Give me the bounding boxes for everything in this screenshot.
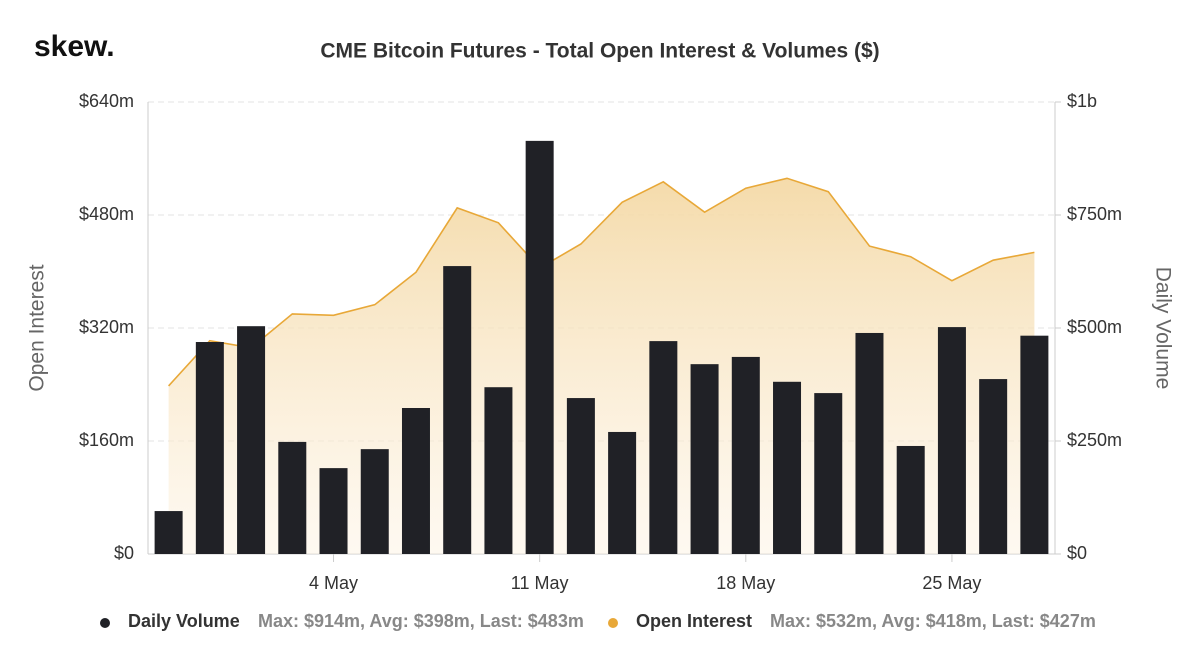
- y-tick-label: $320m: [79, 317, 134, 337]
- bar: [443, 266, 472, 554]
- y-tick-label: $160m: [79, 430, 134, 450]
- x-tick-label: 11 May: [511, 573, 569, 593]
- legend-marker: [608, 618, 618, 628]
- legend-label[interactable]: Daily Volume: [128, 611, 240, 631]
- bar: [319, 468, 348, 554]
- area-line: [168, 177, 1035, 387]
- bar: [814, 393, 843, 554]
- bar: [401, 408, 430, 554]
- y-axis-title: Open Interest: [26, 264, 49, 391]
- bar: [979, 379, 1008, 554]
- bar: [360, 449, 389, 554]
- bar: [525, 140, 554, 554]
- x-tick-label: 18 May: [716, 573, 775, 593]
- legend-label[interactable]: Open Interest: [636, 611, 752, 631]
- x-tick-label: 4 May: [309, 573, 358, 593]
- x-tick-label: 25 May: [922, 573, 981, 593]
- y-tick-label: $480m: [79, 204, 134, 224]
- brand-logo: skew.: [34, 30, 115, 63]
- bar: [566, 398, 595, 554]
- y2-axis-title: Daily Volume: [1151, 267, 1174, 390]
- bar: [154, 511, 183, 554]
- y-tick-label: $0: [114, 543, 134, 563]
- bar: [1020, 335, 1049, 554]
- bar: [731, 356, 760, 554]
- bar: [237, 326, 266, 554]
- y-tick-label: $640m: [79, 91, 134, 111]
- bar: [278, 441, 307, 554]
- y2-tick-label: $1b: [1067, 91, 1097, 111]
- bar: [690, 364, 719, 554]
- legend-summary: Max: $914m, Avg: $398m, Last: $483m: [258, 611, 584, 631]
- legend-marker: [100, 618, 110, 628]
- bar: [773, 381, 802, 554]
- chart-title: CME Bitcoin Futures - Total Open Interes…: [320, 40, 879, 63]
- bar: [649, 341, 678, 554]
- legend-summary: Max: $532m, Avg: $418m, Last: $427m: [770, 611, 1096, 631]
- bar: [484, 387, 513, 554]
- y2-tick-label: $500m: [1067, 317, 1122, 337]
- y2-tick-label: $250m: [1067, 430, 1122, 450]
- bar: [195, 342, 224, 554]
- y2-tick-label: $750m: [1067, 204, 1122, 224]
- bar: [608, 431, 637, 554]
- bar: [937, 327, 966, 554]
- y2-tick-label: $0: [1067, 543, 1087, 563]
- bar: [855, 332, 884, 554]
- bar: [896, 445, 925, 554]
